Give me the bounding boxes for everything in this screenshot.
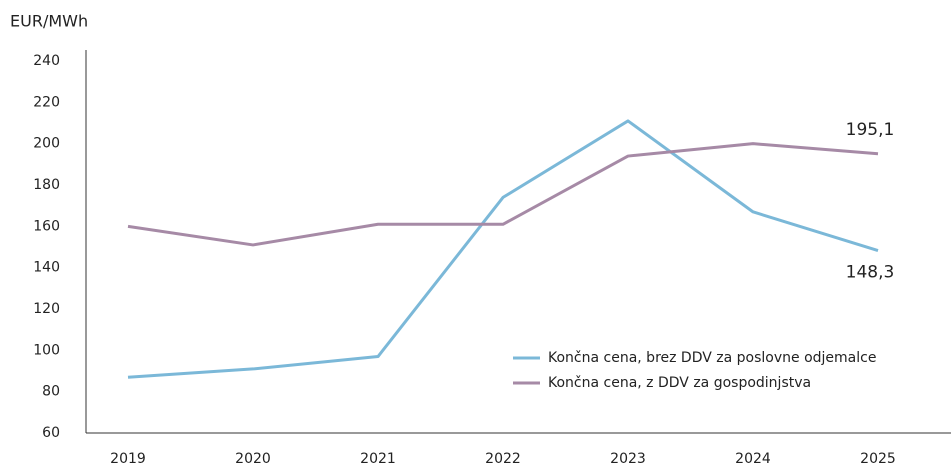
value-label: 148,3 [846,263,895,283]
y-tick-label: 100 [33,342,60,358]
y-tick-label: 80 [42,384,60,400]
value-label: 195,1 [846,120,895,140]
y-tick-label: 140 [33,260,60,276]
x-tick-label: 2021 [360,451,396,467]
y-tick-label: 120 [33,301,60,317]
x-tick-label: 2025 [860,451,896,467]
x-tick-label: 2024 [735,451,771,467]
y-tick-label: 180 [33,177,60,193]
legend-label: Končna cena, z DDV za gospodinjstva [548,375,811,391]
y-axis-label: EUR/MWh [10,12,88,31]
series-line [127,119,879,379]
y-tick-label: 240 [33,53,60,69]
x-tick-label: 2020 [235,451,271,467]
legend-label: Končna cena, brez DDV za poslovne odjema… [548,350,876,366]
x-tick-label: 2019 [110,451,146,467]
y-tick-label: 160 [33,218,60,234]
series-line [127,142,879,247]
x-tick-label: 2023 [610,451,646,467]
y-tick-label: 60 [42,425,60,441]
y-tick-label: 220 [33,94,60,110]
x-tick-label: 2022 [485,451,521,467]
y-tick-label: 200 [33,136,60,152]
